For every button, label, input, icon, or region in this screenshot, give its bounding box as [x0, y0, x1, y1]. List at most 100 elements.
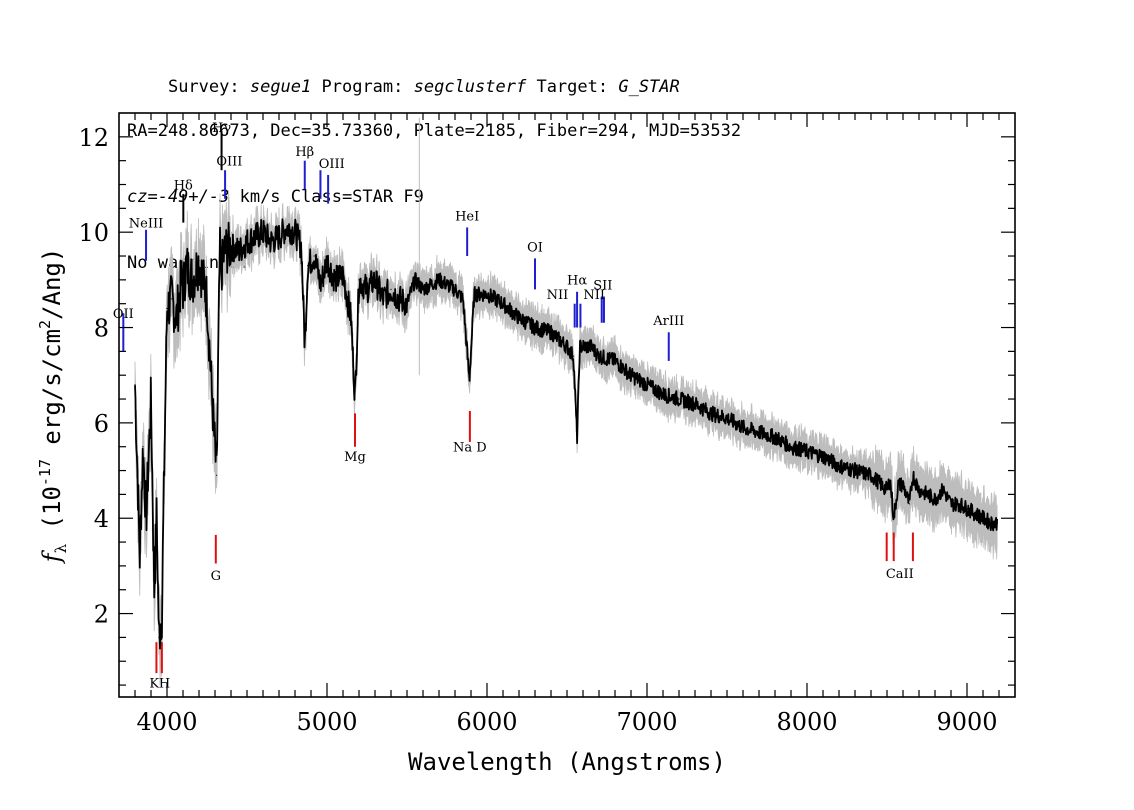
flux-point	[358, 279, 360, 281]
flux-point	[192, 279, 194, 281]
flux-point	[630, 374, 632, 376]
flux-point	[342, 274, 344, 276]
flux-point	[710, 412, 712, 414]
flux-point	[307, 265, 309, 267]
flux-point	[902, 484, 904, 486]
flux-point	[678, 398, 680, 400]
flux-point	[942, 489, 944, 491]
y-tick-label: 10	[78, 219, 109, 247]
flux-point	[598, 355, 600, 357]
flux-point	[156, 517, 158, 519]
flux-point	[566, 346, 568, 348]
flux-point	[219, 250, 221, 252]
x-tick-label: 7000	[616, 708, 677, 736]
flux-point	[758, 431, 760, 433]
flux-point	[726, 417, 728, 419]
flux-point	[153, 589, 155, 591]
flux-point	[870, 474, 872, 476]
header-target-value: G_STAR	[618, 77, 680, 97]
flux-point	[806, 450, 808, 453]
emission-line-label: Hα	[567, 274, 587, 289]
flux-point	[350, 317, 352, 319]
flux-point	[230, 245, 232, 248]
spectral-line-markers	[122, 132, 914, 674]
flux-point	[990, 522, 992, 524]
y-tick-label: 8	[94, 315, 109, 343]
header-survey-value: segue1	[249, 77, 312, 97]
y-title-b: erg/s/cm	[38, 329, 66, 459]
header-cz-value: cz=-49+/-3	[127, 187, 230, 207]
flux-point	[304, 346, 306, 348]
flux-point	[646, 384, 648, 386]
flux-point	[982, 517, 984, 519]
flux-point	[398, 298, 400, 300]
flux-point	[182, 288, 184, 290]
flux-point	[614, 360, 616, 362]
flux-point	[662, 393, 664, 395]
flux-point	[216, 474, 218, 476]
flux-point	[534, 326, 536, 329]
flux-point	[974, 512, 976, 515]
y-axis-title: fλ (10-17 erg/s/cm2/Ang)	[36, 248, 70, 565]
flux-point	[164, 446, 166, 448]
flux-point	[300, 245, 302, 248]
flux-point	[145, 517, 147, 519]
flux-point	[918, 489, 920, 491]
flux-point	[176, 317, 178, 319]
header-line-1: Survey: segue1 Program: segclusterf Targ…	[127, 54, 741, 97]
flux-point	[886, 489, 888, 491]
header-program-value: segclusterf	[413, 77, 527, 97]
noise-band	[134, 117, 998, 686]
y-tick-label: 12	[78, 124, 109, 152]
flux-point	[790, 446, 792, 448]
x-tick-label: 5000	[296, 708, 357, 736]
flux-point	[185, 265, 187, 267]
flux-point	[550, 331, 552, 333]
flux-point	[486, 293, 488, 295]
y-title-exp2: 2	[36, 320, 54, 329]
flux-point	[134, 384, 136, 386]
axes: 4000 5000 6000 7000 8000 9000 2 4 6 8 10 12	[78, 113, 1015, 736]
emission-line-label: HeI	[455, 209, 479, 224]
flux-point	[576, 436, 578, 438]
flux-point	[270, 241, 272, 243]
flux-point	[579, 346, 581, 348]
flux-point	[473, 293, 475, 295]
flux-line	[134, 218, 998, 650]
flux-point	[889, 479, 891, 481]
emission-line-label: OIII	[319, 157, 345, 172]
flux-point	[854, 470, 856, 472]
emission-line-label: SII	[593, 278, 612, 293]
flux-point	[198, 260, 200, 262]
flux-point	[254, 236, 256, 238]
y-tick-label: 6	[94, 410, 109, 438]
flux-point	[590, 346, 592, 348]
header-line-1-part-5: Target:	[526, 77, 619, 97]
flux-point	[912, 474, 914, 476]
emission-line-label: OII	[113, 307, 134, 322]
emission-line-label: ArIII	[652, 314, 684, 329]
flux-point	[224, 250, 226, 252]
flux-point	[572, 355, 575, 357]
y-tick-label: 2	[94, 601, 109, 629]
flux-point	[206, 298, 208, 300]
absorption-line-label: K	[149, 676, 159, 691]
flux-point	[286, 226, 288, 228]
absorption-line-label: H	[159, 676, 170, 691]
emission-line-label: OI	[527, 240, 543, 255]
flux-point	[950, 503, 952, 505]
flux-point	[468, 379, 470, 381]
flux-point	[966, 508, 968, 510]
flux-point	[142, 446, 144, 448]
flux-point	[382, 298, 384, 300]
flux-point	[774, 436, 776, 438]
noise-band-area	[134, 190, 998, 686]
flux-point	[893, 517, 895, 519]
x-tick-label: 4000	[136, 708, 197, 736]
flux-point	[334, 279, 336, 281]
flux-point	[838, 465, 840, 467]
flux-point	[166, 307, 168, 310]
flux-series	[134, 218, 999, 650]
flux-point	[694, 403, 696, 405]
